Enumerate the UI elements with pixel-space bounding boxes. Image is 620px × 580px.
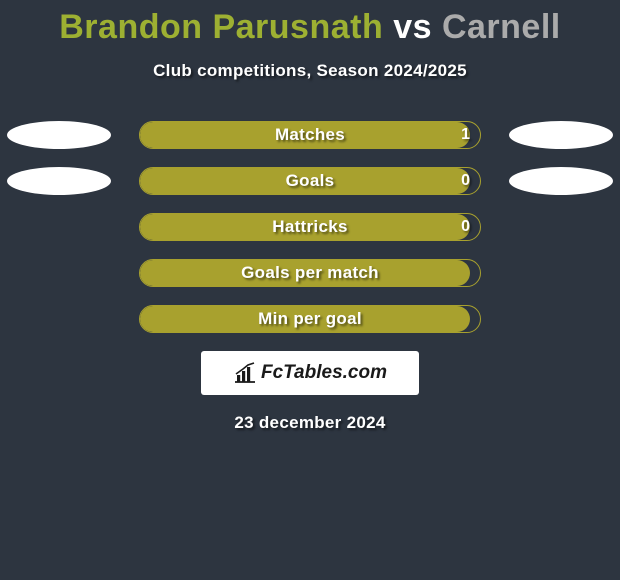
player2-marker	[509, 167, 613, 195]
date-label: 23 december 2024	[0, 413, 620, 433]
stat-bar: Min per goal	[139, 305, 481, 333]
player1-name: Brandon Parusnath	[59, 8, 383, 46]
page-title: Brandon Parusnath vs Carnell	[0, 8, 620, 47]
player2-marker	[509, 121, 613, 149]
player1-marker	[7, 121, 111, 149]
stat-value: 0	[461, 168, 470, 194]
stat-bar: Hattricks0	[139, 213, 481, 241]
stat-label: Matches	[140, 122, 480, 148]
stat-bar: Matches1	[139, 121, 481, 149]
chart-icon	[233, 362, 257, 384]
logo-text: FcTables.com	[261, 362, 387, 384]
stat-bar: Goals0	[139, 167, 481, 195]
stat-row: Min per goal	[0, 305, 620, 333]
stat-row: Goals0	[0, 167, 620, 195]
stat-row: Goals per match	[0, 259, 620, 287]
subtitle: Club competitions, Season 2024/2025	[0, 61, 620, 81]
stat-value: 1	[461, 122, 470, 148]
stat-label: Goals	[140, 168, 480, 194]
stat-row: Matches1	[0, 121, 620, 149]
player2-name: Carnell	[442, 8, 561, 46]
stat-label: Min per goal	[140, 306, 480, 332]
logo-box: FcTables.com	[201, 351, 419, 395]
stat-bar: Goals per match	[139, 259, 481, 287]
stat-rows: Matches1Goals0Hattricks0Goals per matchM…	[0, 121, 620, 333]
player1-marker	[7, 167, 111, 195]
stat-row: Hattricks0	[0, 213, 620, 241]
stat-value: 0	[461, 214, 470, 240]
logo-inner: FcTables.com	[233, 362, 387, 384]
stat-label: Goals per match	[140, 260, 480, 286]
vs-text: vs	[393, 8, 432, 46]
stat-label: Hattricks	[140, 214, 480, 240]
comparison-card: Brandon Parusnath vs Carnell Club compet…	[0, 0, 620, 580]
